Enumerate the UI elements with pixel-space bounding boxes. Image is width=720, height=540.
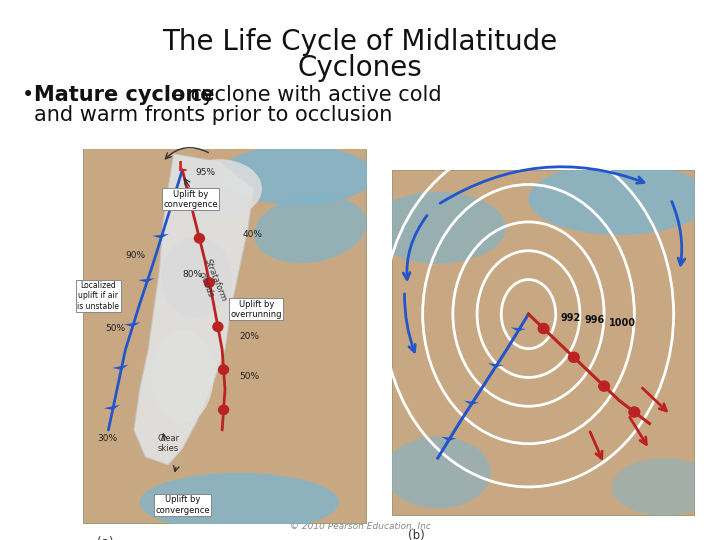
Circle shape <box>218 364 229 375</box>
Text: Uplift by
convergence: Uplift by convergence <box>163 190 218 209</box>
Polygon shape <box>112 364 129 370</box>
Ellipse shape <box>151 329 214 423</box>
Circle shape <box>194 233 205 244</box>
Text: – cyclone with active cold: – cyclone with active cold <box>167 85 441 105</box>
Text: Uplift by
overrunning: Uplift by overrunning <box>230 300 282 319</box>
Ellipse shape <box>528 163 710 235</box>
Polygon shape <box>138 278 155 282</box>
Polygon shape <box>441 437 456 441</box>
Text: Localized
uplift if air
is unstable: Localized uplift if air is unstable <box>78 281 120 311</box>
Text: 80%: 80% <box>182 270 202 279</box>
Text: 90%: 90% <box>125 251 145 260</box>
Text: Cyclones: Cyclones <box>297 54 423 82</box>
Circle shape <box>182 187 194 198</box>
Text: •: • <box>22 85 35 105</box>
Ellipse shape <box>161 237 232 318</box>
Polygon shape <box>134 154 253 465</box>
Circle shape <box>212 321 224 332</box>
Text: and warm fronts prior to occlusion: and warm fronts prior to occlusion <box>34 105 392 125</box>
Circle shape <box>598 380 610 392</box>
Ellipse shape <box>612 458 717 516</box>
Text: 992: 992 <box>560 313 580 322</box>
Text: Clear
skies: Clear skies <box>157 434 179 453</box>
Text: Strataform
clouds: Strataform clouds <box>193 258 228 307</box>
Text: 50%: 50% <box>239 372 259 381</box>
Text: (b): (b) <box>408 529 424 540</box>
Polygon shape <box>464 401 480 405</box>
Text: 20%: 20% <box>239 332 259 341</box>
Polygon shape <box>166 188 183 193</box>
Polygon shape <box>104 405 120 410</box>
Circle shape <box>204 277 215 288</box>
Circle shape <box>218 404 229 415</box>
Text: 30%: 30% <box>97 434 117 442</box>
Polygon shape <box>488 363 503 367</box>
Text: 996: 996 <box>585 315 605 326</box>
Ellipse shape <box>176 159 262 218</box>
Ellipse shape <box>370 192 506 264</box>
Ellipse shape <box>140 473 339 532</box>
Text: Mature cyclone: Mature cyclone <box>34 85 215 105</box>
Ellipse shape <box>385 436 491 509</box>
Ellipse shape <box>254 194 366 263</box>
Text: 50%: 50% <box>105 323 125 333</box>
Circle shape <box>538 323 549 334</box>
Polygon shape <box>152 234 168 238</box>
Text: 1000: 1000 <box>608 318 636 328</box>
Ellipse shape <box>218 146 374 205</box>
Circle shape <box>568 352 580 363</box>
Polygon shape <box>510 327 526 332</box>
Text: The Life Cycle of Midlatitude: The Life Cycle of Midlatitude <box>163 28 557 56</box>
Text: Uplift by
convergence: Uplift by convergence <box>155 495 210 515</box>
Text: 95%: 95% <box>195 168 215 177</box>
Text: L: L <box>178 160 186 174</box>
Text: (a): (a) <box>97 536 114 540</box>
Polygon shape <box>124 322 140 327</box>
Text: 40%: 40% <box>242 230 262 239</box>
Text: © 2010 Pearson Education, Inc: © 2010 Pearson Education, Inc <box>289 522 431 530</box>
Circle shape <box>629 406 640 418</box>
